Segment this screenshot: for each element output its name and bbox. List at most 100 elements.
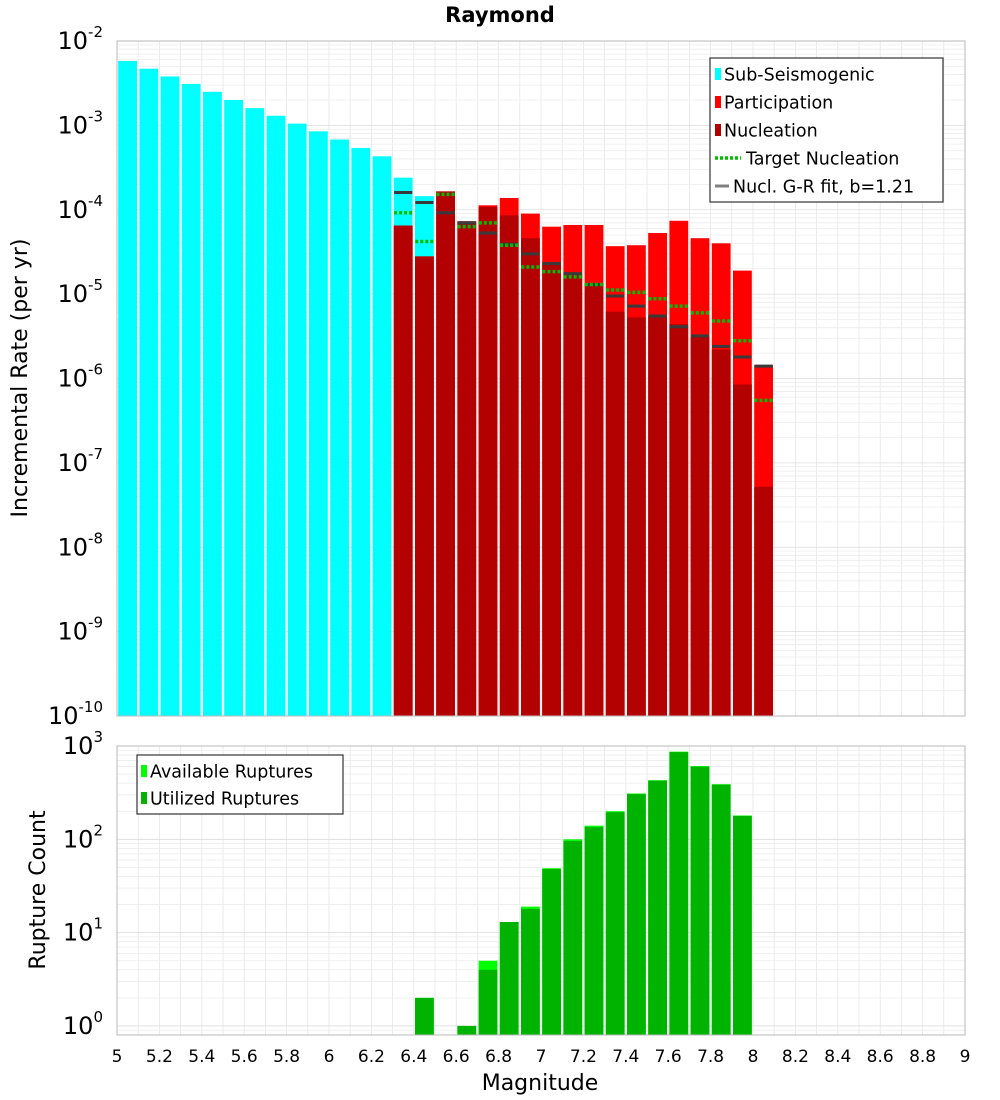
sub-seismogenic-bar <box>181 83 201 716</box>
nucleation-bar <box>605 311 625 716</box>
sub-seismogenic-bar <box>372 156 392 717</box>
x-tick-label: 8.6 <box>867 1047 894 1067</box>
rate-y-tick-label: 10-3 <box>57 107 103 139</box>
utilized-ruptures-bar <box>457 1025 477 1035</box>
chart-title: Raymond <box>445 3 555 27</box>
rate-y-tick-label: 10-4 <box>57 192 103 224</box>
nucleation-bar <box>478 206 498 716</box>
rate-legend-label: Sub-Seismogenic <box>724 66 875 86</box>
utilized-ruptures-bar <box>584 827 604 1035</box>
nucleation-bar <box>733 384 752 716</box>
nucleation-bar <box>711 349 731 716</box>
x-tick-label: 7.8 <box>697 1047 724 1067</box>
x-tick-label: 7 <box>536 1047 547 1067</box>
count-y-tick-label: 101 <box>63 915 103 947</box>
nucleation-bar <box>499 215 519 717</box>
sub-seismogenic-bar <box>287 123 307 716</box>
plot-border <box>116 40 966 717</box>
x-tick-label: 8.2 <box>782 1047 809 1067</box>
x-tick-label: 6.8 <box>485 1047 512 1067</box>
nucleation-bar <box>436 191 455 717</box>
x-tick-label: 5.6 <box>231 1047 258 1067</box>
legend-swatch <box>141 765 147 777</box>
x-tick-label: 8.4 <box>824 1047 851 1067</box>
utilized-ruptures-bar <box>478 969 498 1035</box>
utilized-ruptures-bar <box>690 766 710 1035</box>
plot-border <box>116 745 966 1036</box>
x-tick-label: 8 <box>748 1047 759 1067</box>
nucleation-bar <box>669 324 689 716</box>
x-tick-label: 5.4 <box>188 1047 215 1067</box>
rate-y-tick-label: 10-2 <box>57 23 103 55</box>
count-legend: Available Ruptures Utilized Ruptures <box>136 754 344 815</box>
rate-y-tick-label: 10-9 <box>57 614 103 646</box>
x-tick-label: 6.6 <box>443 1047 470 1067</box>
rate-panel: 10-10 10-9 10-8 10-7 10-6 10-5 10-4 10-3 10-2 Sub… <box>48 23 966 730</box>
sub-seismogenic-bar <box>266 115 286 716</box>
rate-legend-box <box>709 57 944 203</box>
x-tick-label: 6.4 <box>400 1047 427 1067</box>
rate-legend-label: Target Nucleation <box>745 150 899 170</box>
rate-y-tick-label: 10-7 <box>57 445 103 477</box>
count-legend-box <box>136 754 344 815</box>
utilized-ruptures-bar <box>648 780 667 1035</box>
sub-seismogenic-bar <box>309 131 328 717</box>
x-tick-label: 5.8 <box>273 1047 300 1067</box>
nucleation-bar <box>393 225 413 716</box>
sub-seismogenic-bar <box>203 91 222 716</box>
rate-legend: Sub-Seismogenic Participation Nucleation Ta… <box>709 57 944 203</box>
nucleation-bar <box>542 262 561 716</box>
sub-seismogenic-bar <box>330 139 349 716</box>
x-tick-label: 7.4 <box>612 1047 639 1067</box>
sub-seismogenic-bar <box>118 60 137 717</box>
x-tick-label: 8.8 <box>909 1047 936 1067</box>
utilized-ruptures-bar <box>499 922 519 1035</box>
utilized-ruptures-bar <box>627 794 646 1035</box>
rate-y-tick-label: 10-8 <box>57 529 103 561</box>
utilized-ruptures-bar <box>669 752 689 1035</box>
sub-seismogenic-bar <box>351 147 371 716</box>
nucleation-bar <box>415 256 434 716</box>
sub-seismogenic-bar <box>245 108 265 717</box>
count-legend-label: Available Ruptures <box>150 763 313 783</box>
rate-legend-label: Nucl. G-R fit, b=1.21 <box>733 178 914 198</box>
count-y-tick-label: 103 <box>63 728 103 760</box>
count-panel: 100 101 102 103 5 5.2 5.4 5.6 5.8 6 6.2 6.4 6.6 6.8 7 7… <box>63 728 971 1067</box>
utilized-ruptures-bar <box>521 908 540 1035</box>
nucleation-bar <box>690 337 710 716</box>
utilized-ruptures-bar <box>563 840 583 1035</box>
x-tick-label: 6.2 <box>358 1047 385 1067</box>
nucleation-bar <box>521 238 540 716</box>
utilized-ruptures-bar <box>711 784 731 1035</box>
x-tick-label: 7.2 <box>570 1047 597 1067</box>
x-tick-label: 5.2 <box>146 1047 173 1067</box>
x-tick-label: 7.6 <box>655 1047 682 1067</box>
nucleation-bar <box>754 486 773 716</box>
rate-legend-label: Nucleation <box>724 122 818 142</box>
x-tick-label: 9 <box>960 1047 971 1067</box>
x-axis-label: Magnitude <box>482 1071 599 1096</box>
count-y-tick-label: 100 <box>63 1008 103 1040</box>
utilized-ruptures-bar <box>605 812 625 1035</box>
count-legend-label: Utilized Ruptures <box>150 790 299 810</box>
nucleation-bar <box>584 283 604 716</box>
utilized-ruptures-bar <box>542 869 561 1035</box>
sub-seismogenic-bar <box>160 76 180 717</box>
count-y-tick-label: 102 <box>63 821 103 853</box>
utilized-ruptures-bar <box>415 997 434 1035</box>
count-y-axis-label: Rupture Count <box>26 810 51 970</box>
sub-seismogenic-bar <box>224 99 243 717</box>
nucleation-bar <box>648 315 667 716</box>
nucleation-bar <box>563 272 583 716</box>
rate-y-axis-label: Incremental Rate (per yr) <box>8 239 33 518</box>
rate-y-tick-label: 10-10 <box>48 698 103 730</box>
legend-swatch <box>715 96 721 108</box>
utilized-ruptures-bar <box>733 815 752 1035</box>
rate-legend-label: Participation <box>724 94 833 114</box>
rate-y-tick-label: 10-5 <box>57 276 103 308</box>
x-tick-label: 6 <box>324 1047 335 1067</box>
legend-swatch <box>141 792 147 804</box>
sub-seismogenic-bar <box>139 68 159 716</box>
rate-y-tick-label: 10-6 <box>57 361 103 393</box>
